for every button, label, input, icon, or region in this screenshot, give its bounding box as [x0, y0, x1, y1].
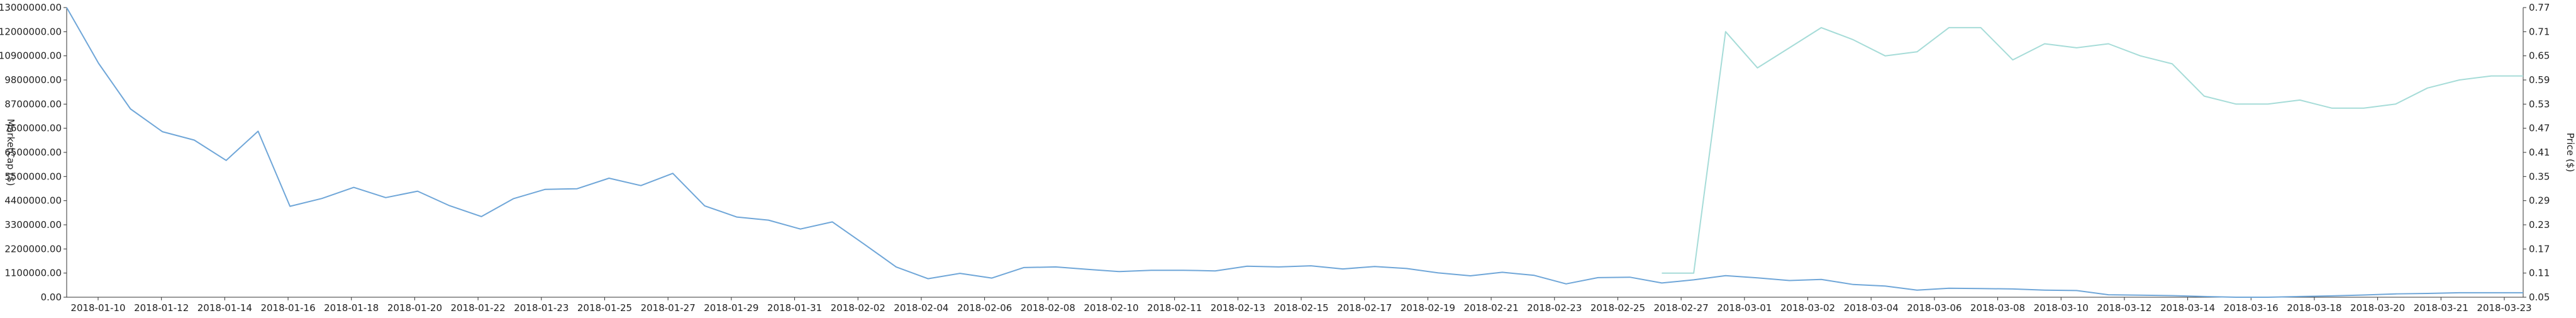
- y-right-tick-label: 0.35: [2529, 171, 2550, 182]
- y-right-tick-label: 0.77: [2529, 2, 2550, 13]
- y-left-tick-label: 6500000.00: [4, 147, 62, 158]
- x-tick-label: 2018-01-27: [641, 302, 696, 314]
- x-tick-label: 2018-03-14: [2160, 302, 2215, 314]
- y-right-tick-label: 0.71: [2529, 26, 2550, 37]
- series-lines-group: [66, 7, 2523, 298]
- y-left-tick-label: 7600000.00: [4, 123, 62, 134]
- x-tick-label: 2018-01-20: [387, 302, 442, 314]
- x-tick-label: 2018-01-29: [704, 302, 758, 314]
- x-tick-label: 2018-02-11: [1147, 302, 1202, 314]
- x-tick-label: 2018-02-25: [1591, 302, 1645, 314]
- y-right-tick-label: 0.65: [2529, 50, 2550, 62]
- x-tick-label: 2018-01-25: [577, 302, 632, 314]
- y-left-tick-label: 8700000.00: [4, 98, 62, 110]
- series-line-price: [1662, 26, 2523, 274]
- y-right-tick-label: 0.17: [2529, 243, 2550, 254]
- y-right-tick-label: 0.53: [2529, 98, 2550, 110]
- x-tick-label: 2018-03-20: [2350, 302, 2405, 314]
- x-tick-label: 2018-03-23: [2477, 302, 2531, 314]
- x-tick-label: 2018-02-23: [1527, 302, 1582, 314]
- y-right-tick-label: 0.47: [2529, 123, 2550, 134]
- y-right-tick-label: 0.59: [2529, 74, 2550, 86]
- x-tick-label: 2018-02-19: [1401, 302, 1455, 314]
- y-right-tick-label: 0.23: [2529, 219, 2550, 230]
- x-tick-label: 2018-01-23: [514, 302, 569, 314]
- x-tick-label: 2018-01-16: [260, 302, 315, 314]
- y-right-tick-label: 0.05: [2529, 292, 2550, 303]
- x-tick-label: 2018-02-27: [1654, 302, 1709, 314]
- x-tick-label: 2018-02-17: [1337, 302, 1392, 314]
- y-left-tick-label: 2200000.00: [4, 243, 62, 254]
- y-left-tick-label: 10900000.00: [0, 50, 62, 62]
- x-tick-label: 2018-03-06: [1907, 302, 1962, 314]
- y-axis-right-title: Price ($): [2565, 133, 2576, 173]
- x-tick-label: 2018-02-06: [957, 302, 1012, 314]
- x-tick-label: 2018-03-01: [1717, 302, 1772, 314]
- x-tick-label: 2018-01-12: [134, 302, 189, 314]
- x-tick-label: 2018-03-08: [1970, 302, 2025, 314]
- x-tick-label: 2018-01-10: [70, 302, 125, 314]
- y-axis-left-title: MarketCap ($): [5, 119, 16, 186]
- y-left-tick-label: 1100000.00: [4, 268, 62, 279]
- y-right-tick-label: 0.11: [2529, 268, 2550, 279]
- x-tick-label: 2018-03-16: [2224, 302, 2279, 314]
- y-left-tick-label: 12000000.00: [0, 26, 62, 37]
- x-tick-label: 2018-02-21: [1463, 302, 1518, 314]
- x-tick-label: 2018-02-02: [831, 302, 886, 314]
- x-tick-label: 2018-02-13: [1211, 302, 1265, 314]
- x-tick-label: 2018-01-18: [324, 302, 379, 314]
- x-tick-label: 2018-03-18: [2287, 302, 2341, 314]
- y-right-tick-label: 0.29: [2529, 195, 2550, 207]
- x-tick-label: 2018-03-10: [2034, 302, 2089, 314]
- x-tick-label: 2018-01-14: [197, 302, 252, 314]
- x-tick-label: 2018-02-15: [1274, 302, 1328, 314]
- y-left-tick-label: 13000000.00: [0, 2, 62, 13]
- y-left-tick-label: 0.00: [41, 292, 62, 303]
- y-left-tick-label: 5500000.00: [4, 171, 62, 182]
- x-tick-label: 2018-01-22: [451, 302, 506, 314]
- axes-group: 0.00 1100000.00 2200000.00 3300000.00 440000…: [0, 2, 2550, 314]
- y-left-tick-label: 4400000.00: [4, 195, 62, 207]
- x-tick-label: 2018-03-21: [2414, 302, 2468, 314]
- y-right-tick-label: 0.41: [2529, 147, 2550, 158]
- y-left-tick-label: 9800000.00: [4, 74, 62, 86]
- x-tick-label: 2018-02-08: [1021, 302, 1075, 314]
- x-tick-label: 2018-02-04: [894, 302, 948, 314]
- x-tick-label: 2018-03-12: [2097, 302, 2151, 314]
- x-tick-label: 2018-02-10: [1084, 302, 1138, 314]
- series-line-marketcap: [66, 7, 2523, 298]
- x-tick-label: 2018-03-04: [1844, 302, 1899, 314]
- x-tick-label: 2018-03-02: [1780, 302, 1835, 314]
- y-left-tick-label: 3300000.00: [4, 219, 62, 230]
- x-tick-label: 2018-01-31: [767, 302, 822, 314]
